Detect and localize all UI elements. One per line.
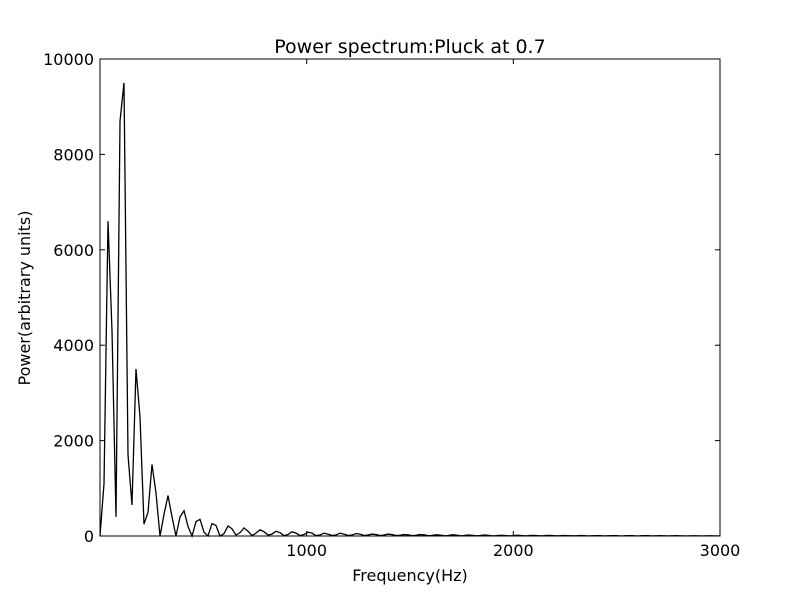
y-tick-label: 6000 <box>53 241 94 260</box>
y-axis-ticks: 0 2000 4000 6000 8000 10000 <box>43 50 720 546</box>
y-tick-label: 10000 <box>43 50 94 69</box>
x-tick-label: 3000 <box>700 541 741 560</box>
chart-title: Power spectrum:Pluck at 0.7 <box>274 36 545 58</box>
y-axis-title: Power(arbitrary units) <box>15 211 34 386</box>
y-tick-label: 4000 <box>53 336 94 355</box>
plot-frame <box>99 58 721 537</box>
x-axis-ticks: 1000 2000 3000 <box>99 59 741 560</box>
plot-area <box>100 59 720 536</box>
y-tick-label: 8000 <box>53 145 94 164</box>
x-tick-label: 2000 <box>493 541 534 560</box>
y-tick-label: 2000 <box>53 432 94 451</box>
x-axis-title: Frequency(Hz) <box>352 566 468 585</box>
x-tick-label: 1000 <box>286 541 327 560</box>
y-tick-label: 0 <box>84 527 94 546</box>
